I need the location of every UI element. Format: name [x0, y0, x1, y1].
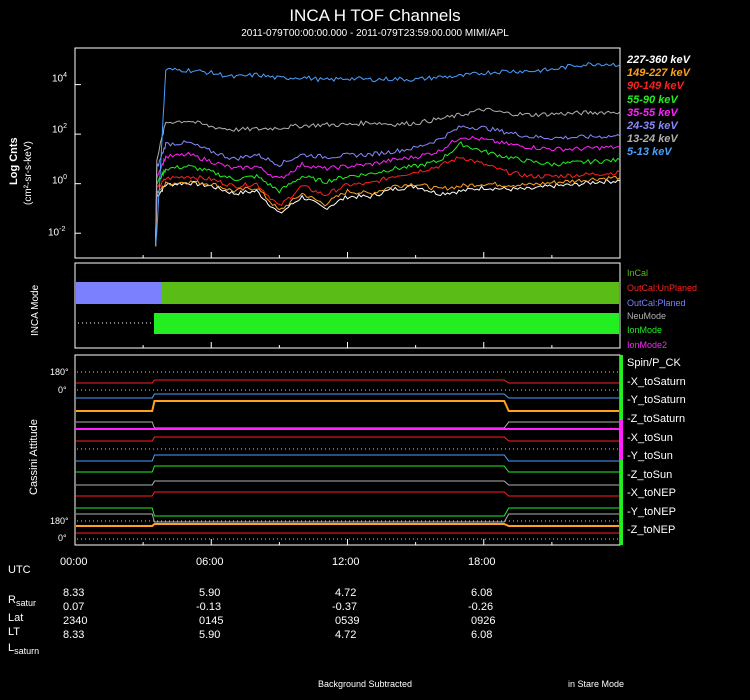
- ytick-1e-2: 10-2: [48, 226, 66, 239]
- eph-lt-1: 0145: [199, 615, 224, 627]
- legend-ionmode2: IonMode2: [627, 340, 668, 350]
- mode-bar-incal: [162, 282, 619, 304]
- att-trace-gray-0: [76, 421, 619, 429]
- eph-lat-1: -0.13: [196, 601, 222, 613]
- eph-r-3: 6.08: [471, 587, 493, 599]
- eph-lt-3: 0926: [471, 615, 496, 627]
- legend-24-35: 24-35 keV: [627, 120, 678, 132]
- legend-ionmode: IonMode: [627, 325, 663, 335]
- attitude-x-ticks: [74, 539, 621, 545]
- legend-55-90: 55-90 keV: [627, 94, 678, 106]
- eph-label-lat: Lat: [8, 612, 24, 624]
- legend-incal: InCal: [627, 268, 649, 278]
- eph-lat-3: -0.26: [468, 601, 494, 613]
- eph-r-1: 5.90: [199, 587, 221, 599]
- eph-l-0: 8.33: [63, 629, 85, 641]
- series-line-5: [155, 125, 621, 247]
- flux-y-ticks: [75, 84, 81, 234]
- legend-outcal-unplaned: OutCal:UnPlaned: [627, 283, 698, 293]
- footer-background-subtracted: Background Subtracted: [318, 679, 413, 689]
- eph-l-3: 6.08: [471, 629, 493, 641]
- att-tick-0-bot: 0°: [58, 533, 67, 543]
- legend-y-saturn: -Y_toSaturn: [627, 394, 686, 406]
- series-line-6: [155, 107, 621, 247]
- series-line-7: [155, 62, 621, 247]
- att-trace-orange-2: [76, 523, 619, 527]
- utc-label: UTC: [8, 564, 31, 576]
- att-trace-red-2: [76, 491, 619, 497]
- mode-x-ticks: [74, 342, 621, 348]
- legend-z-sun: -Z_toSun: [627, 469, 673, 481]
- legend-y-nep: -Y_toNEP: [627, 506, 676, 518]
- chart-subtitle: 2011-079T00:00:00.000 - 2011-079T23:59:0…: [241, 28, 509, 39]
- ytick-1e2: 102: [52, 123, 68, 136]
- time-tick-0000: 00:00: [60, 556, 88, 568]
- eph-label-l: Lsaturn: [8, 642, 40, 657]
- att-trace-blue-1: [76, 454, 619, 462]
- eph-label-r: Rsatur: [8, 594, 36, 609]
- att-trace-gray-1: [76, 480, 619, 486]
- legend-outcal-planed: OutCal:Planed: [627, 298, 686, 308]
- series-line-2: [155, 156, 621, 247]
- eph-r-2: 4.72: [335, 587, 357, 599]
- series-line-0: [155, 178, 621, 247]
- att-trace-orange: [76, 400, 619, 412]
- legend-x-saturn: -X_toSaturn: [627, 376, 686, 388]
- flux-x-ticks: [74, 252, 621, 258]
- att-trace-green-1: [76, 507, 619, 517]
- legend-13-24: 13-24 keV: [627, 133, 678, 145]
- flux-yunits: (cm²-sr-s-keV): [23, 141, 34, 205]
- legend-neumode: NeuMode: [627, 311, 667, 321]
- legend-spin: Spin/P_CK: [627, 357, 681, 369]
- ytick-1e0: 100: [52, 174, 68, 187]
- legend-5-13: 5-13 keV: [627, 146, 672, 158]
- eph-l-2: 4.72: [335, 629, 357, 641]
- eph-lt-2: 0539: [335, 615, 360, 627]
- eph-lat-2: -0.37: [332, 601, 358, 613]
- legend-x-sun: -X_toSun: [627, 432, 673, 444]
- series-line-1: [155, 175, 621, 247]
- mode-panel-frame: [74, 262, 621, 349]
- legend-z-nep: -Z_toNEP: [627, 524, 676, 536]
- attitude-ylabel: Cassini Attitude: [28, 419, 40, 495]
- attitude-traces: [76, 371, 619, 540]
- legend-z-saturn: -Z_toSaturn: [627, 413, 686, 425]
- mode-ylabel: INCA Mode: [30, 284, 41, 336]
- legend-90-149: 90-149 keV: [627, 80, 684, 92]
- legend-227-360: 227-360 keV: [627, 54, 690, 66]
- eph-lt-0: 2340: [63, 615, 88, 627]
- footer-stare-mode: in Stare Mode: [568, 679, 625, 689]
- ytick-1e4: 104: [52, 72, 68, 85]
- att-tick-0-top: 0°: [58, 385, 67, 395]
- att-trace-red-1: [76, 436, 619, 442]
- att-trace-green-0: [76, 465, 619, 473]
- eph-l-1: 5.90: [199, 629, 221, 641]
- att-tick-180-bot: 180°: [50, 516, 69, 526]
- eph-r-0: 8.33: [63, 587, 85, 599]
- flux-lines: [155, 62, 621, 247]
- att-tick-180-top: 180°: [50, 367, 69, 377]
- attitude-color-strip-2: [620, 420, 623, 460]
- att-trace-gray-2: [76, 513, 619, 523]
- eph-label-lt: LT: [8, 626, 21, 638]
- mode-bar-ionmode: [154, 313, 619, 334]
- legend-y-sun: -Y_toSun: [627, 450, 673, 462]
- att-trace-red-0: [76, 379, 619, 384]
- legend-35-55: 35-55 keV: [627, 107, 678, 119]
- time-tick-0600: 06:00: [196, 556, 224, 568]
- eph-lat-0: 0.07: [63, 601, 85, 613]
- mode-bar-outcal-planed: [76, 282, 162, 304]
- att-trace-blue-0: [76, 393, 619, 399]
- legend-x-nep: -X_toNEP: [627, 487, 676, 499]
- chart-title: INCA H TOF Channels: [289, 6, 461, 25]
- series-line-3: [155, 141, 621, 247]
- time-tick-1200: 12:00: [332, 556, 360, 568]
- time-tick-1800: 18:00: [468, 556, 496, 568]
- flux-ylabel: Log Cnts: [8, 137, 20, 185]
- series-line-4: [155, 135, 621, 247]
- legend-149-227: 149-227 keV: [627, 67, 690, 79]
